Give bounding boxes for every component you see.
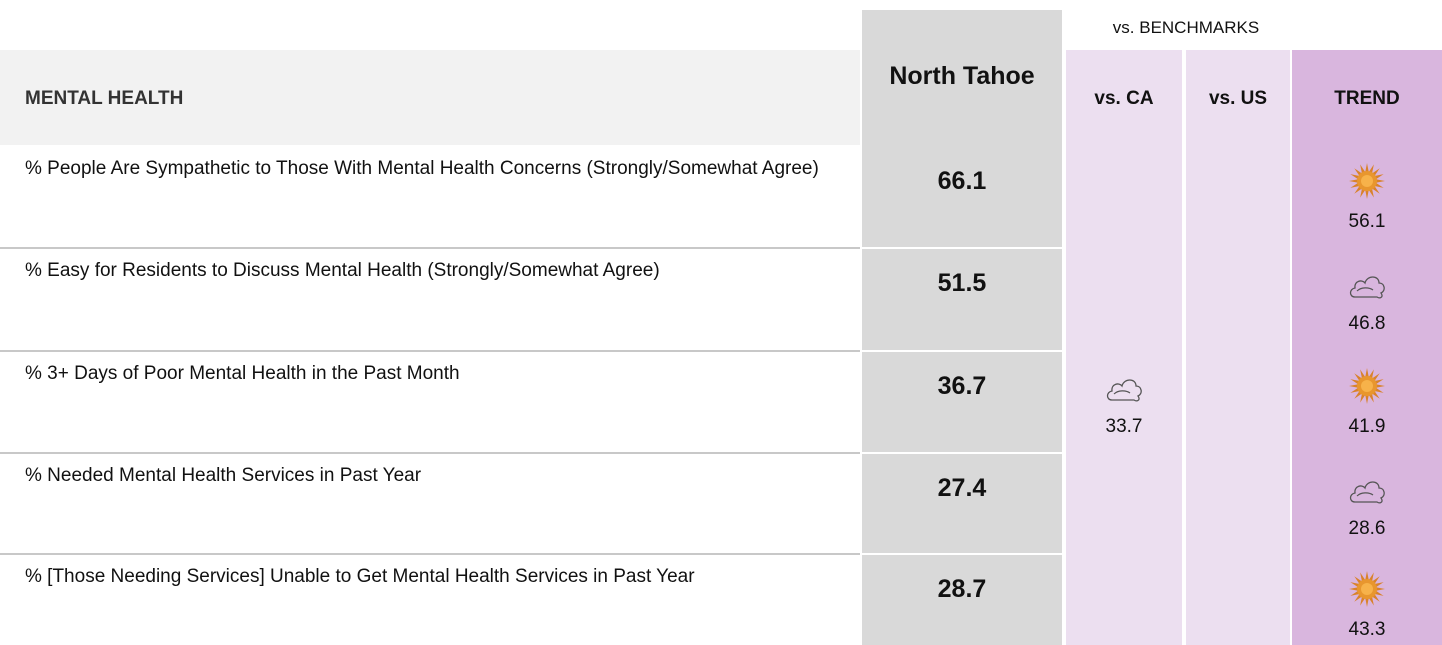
row-divider [0, 553, 860, 555]
area-value: 66.1 [937, 167, 987, 195]
cloud-icon [1066, 372, 1182, 411]
area-header: North Tahoe [889, 62, 1035, 90]
row-divider [862, 247, 1062, 249]
area-value: 36.7 [937, 372, 987, 400]
area-column [862, 10, 1062, 645]
trend-column [1292, 50, 1442, 645]
row-divider [0, 452, 860, 454]
benchmarks-label: vs. BENCHMARKS [1112, 18, 1260, 37]
area-value: 28.7 [937, 575, 987, 603]
sun-icon-graphic [1349, 368, 1385, 404]
sun-icon [1292, 366, 1442, 411]
row-divider [0, 247, 860, 249]
sun-icon [1292, 569, 1442, 614]
cloud-icon-graphic [1106, 379, 1142, 402]
trend-value: 41.9 [1348, 416, 1386, 437]
row-divider [0, 350, 860, 352]
trend-value: 56.1 [1348, 211, 1386, 232]
trend-value: 28.6 [1348, 518, 1386, 539]
row-label: % Needed Mental Health Services in Past … [25, 465, 422, 486]
vs_ca-value: 33.7 [1105, 416, 1143, 437]
ca-header: vs. CA [1094, 88, 1154, 109]
trend-value: 43.3 [1348, 619, 1386, 640]
row-divider [862, 452, 1062, 454]
row-label: % Easy for Residents to Discuss Mental H… [25, 260, 660, 281]
trend-value: 46.8 [1348, 313, 1386, 334]
ca-column [1066, 50, 1182, 645]
cloud-icon-graphic [1349, 276, 1385, 299]
cloud-icon [1292, 474, 1442, 513]
sun-icon-graphic [1349, 571, 1385, 607]
row-label: % [Those Needing Services] Unable to Get… [25, 566, 695, 587]
us-column [1186, 50, 1290, 645]
cloud-icon-graphic [1349, 481, 1385, 504]
us-header: vs. US [1208, 88, 1268, 109]
row-divider [862, 553, 1062, 555]
sun-icon-graphic [1349, 163, 1385, 199]
trend-header: TREND [1334, 88, 1400, 109]
sun-icon [1292, 161, 1442, 206]
header-band [0, 50, 860, 145]
row-divider [862, 350, 1062, 352]
area-value: 51.5 [937, 269, 987, 297]
cloud-icon [1292, 269, 1442, 308]
row-label: % 3+ Days of Poor Mental Health in the P… [25, 363, 460, 384]
area-value: 27.4 [937, 474, 987, 502]
row-label: % People Are Sympathetic to Those With M… [25, 158, 819, 179]
section-title: MENTAL HEALTH [25, 88, 184, 109]
